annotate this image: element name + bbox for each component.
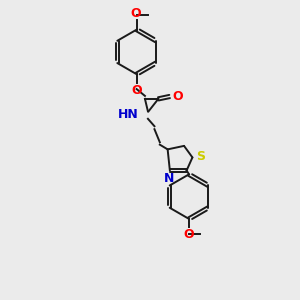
- Text: O: O: [131, 84, 142, 97]
- Text: O: O: [130, 7, 141, 20]
- Text: N: N: [164, 172, 174, 184]
- Text: O: O: [172, 90, 183, 103]
- Text: HN: HN: [118, 108, 138, 122]
- Text: S: S: [196, 150, 206, 163]
- Text: O: O: [184, 228, 194, 242]
